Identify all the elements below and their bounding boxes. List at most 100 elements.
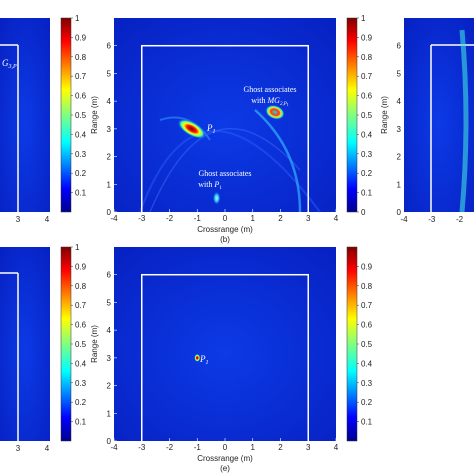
colorbar-d-tick-label: 0.9 <box>75 262 87 271</box>
panel-c: 0 1 2 3 4 5 6 -4 -3 -2 Range (m) <box>380 18 474 224</box>
panel-b-colorbar: 0 0.1 0.2 0.3 0.4 0.5 0.6 0.7 0.8 0.9 1 <box>346 14 373 217</box>
panel-c-xtick-label: -3 <box>428 215 436 224</box>
panel-e-xtick-label: 4 <box>334 443 339 452</box>
panel-e-xtick-label: -4 <box>110 443 118 452</box>
panel-e-ytick-label: 5 <box>107 298 112 307</box>
colorbar-a-tick-label: 0.6 <box>75 92 87 101</box>
panel-b-annotation-ghost-line2: with P1 <box>198 180 222 191</box>
panel-e-ytick-label: 0 <box>107 437 112 446</box>
panel-c-ytick-label: 0 <box>397 208 402 217</box>
panel-c-glow <box>459 29 469 213</box>
colorbar-b-tick-label: 1 <box>361 14 366 23</box>
panel-e-xtick-label: -3 <box>138 443 146 452</box>
colorbar-d-tick-label: 0.4 <box>75 359 87 368</box>
panel-e-colorbar: 0.1 0.2 0.3 0.4 0.5 0.6 0.7 0.8 0.9 <box>346 246 373 442</box>
colorbar-e-tick-label: 0.5 <box>361 340 373 349</box>
panel-c-ytick-label: 5 <box>397 69 402 78</box>
panel-b-ytick-label: 3 <box>107 125 112 134</box>
colorbar-e <box>346 246 358 442</box>
panel-b: P1 Ghost associates with MG2,P1 Ghost as… <box>90 14 373 244</box>
panel-b-hotspot-mg <box>265 104 285 120</box>
panel-c-ytick-label: 6 <box>397 42 402 51</box>
panel-d-heatmap <box>0 247 50 441</box>
panel-b-hotspot-p1 <box>177 118 206 139</box>
panel-b-room-boundary <box>141 44 309 214</box>
panel-b-ytick-label: 1 <box>107 180 112 189</box>
panel-e-xtick-label: -1 <box>194 443 202 452</box>
panel-b-hotspot-ghost <box>212 191 221 206</box>
colorbar-b-tick-label: 0.9 <box>361 33 373 42</box>
panel-a: G3,P1 3 4 0.10.20.30.40.50.60.70.80.91 <box>0 14 87 224</box>
panel-b-xtick-label: -1 <box>194 214 202 223</box>
panel-b-xtick-label: 2 <box>278 214 283 223</box>
panel-b-annotation-p1: P1 <box>206 123 216 135</box>
colorbar-e-tick-label: 0.3 <box>361 379 373 388</box>
colorbar-a-tick-label: 0.9 <box>75 33 87 42</box>
panel-a-heatmap <box>0 18 50 212</box>
panel-b-caption: (b) <box>220 235 230 244</box>
panel-b-ytick-label: 6 <box>107 42 112 51</box>
panel-e-caption: (e) <box>220 464 230 473</box>
colorbar-a-tick-label: 0.8 <box>75 53 87 62</box>
panel-e: P1 -4 -3 -2 -1 0 1 2 3 4 0 1 2 3 4 5 6 Crossrange (m) R… <box>90 246 373 473</box>
panel-b-xtick-label: -4 <box>110 214 118 223</box>
colorbar-d-tick-label: 0.3 <box>75 379 87 388</box>
colorbar-b-tick-label: 0.5 <box>361 111 373 120</box>
colorbar-e-tick-label: 0.1 <box>361 418 373 427</box>
panel-b-xlabel: Crossrange (m) <box>197 225 253 234</box>
panel-b-arc <box>139 130 321 213</box>
panel-c-xtick-label: -2 <box>456 215 464 224</box>
colorbar-b-tick-label: 0.3 <box>361 150 373 159</box>
colorbar-b <box>346 17 358 213</box>
panel-b-ytick-label: 2 <box>107 153 112 162</box>
panel-b-ytick-label: 0 <box>107 208 112 217</box>
colorbar-a-tick-label: 0.4 <box>75 130 87 139</box>
panel-b-xtick-label: 0 <box>223 214 228 223</box>
colorbar-a-tick-label: 0.1 <box>75 189 87 198</box>
panel-c-ytick-label: 3 <box>397 125 402 134</box>
xtick-d-4: 4 <box>45 444 50 453</box>
colorbar-b-tick-label: 0.8 <box>361 53 373 62</box>
panel-c-ytick-label: 2 <box>397 153 402 162</box>
panel-e-xlabel: Crossrange (m) <box>197 454 253 463</box>
panel-c-ytick-label: 1 <box>397 180 402 189</box>
panel-b-arc <box>254 109 302 213</box>
colorbar-b-tick-label: 0.4 <box>361 130 373 139</box>
panel-b-annotation-ghost: Ghost associates <box>198 169 251 178</box>
colorbar-d-tick-label: 0.6 <box>75 321 87 330</box>
panel-d-colorbar: 0.1 0.2 0.3 0.4 0.5 0.6 0.7 0.8 0.9 1 <box>60 243 87 442</box>
colorbar-d-tick-label: 0.1 <box>75 418 87 427</box>
colorbar-d-tick-label: 0.7 <box>75 301 87 310</box>
panel-e-xtick-label: 0 <box>223 443 228 452</box>
panel-e-hotspot-p1 <box>194 353 201 362</box>
colorbar-d-tick-label: 0.5 <box>75 340 87 349</box>
colorbar-e-tick-label: 0.9 <box>361 262 373 271</box>
panel-e-ytick-label: 1 <box>107 409 112 418</box>
colorbar-d-tick-label: 0.8 <box>75 282 87 291</box>
colorbar-d-tick-label: 1 <box>75 243 80 252</box>
colorbar-a-tick-label: 0.5 <box>75 111 87 120</box>
panel-e-ytick-label: 2 <box>107 382 112 391</box>
panel-d: 3 4 0.1 0.2 0.3 0.4 0.5 0.6 0.7 0.8 0.9 1 <box>0 243 87 453</box>
panel-c-xtick-label: -4 <box>400 215 408 224</box>
colorbar-e-tick-label: 0.2 <box>361 398 373 407</box>
panel-e-heatmap <box>114 247 336 441</box>
colorbar-d-tick-label: 0.2 <box>75 398 87 407</box>
panel-b-ylabel: Range (m) <box>90 96 99 134</box>
colorbar-a-tick-label: 0.3 <box>75 150 87 159</box>
colorbar-b-tick-label: 0.7 <box>361 72 373 81</box>
colorbar-a <box>60 17 72 213</box>
panel-e-xtick-label: -2 <box>166 443 174 452</box>
colorbar-b-tick-label: 0.1 <box>361 189 373 198</box>
panel-c-ylabel: Range (m) <box>380 96 389 134</box>
panel-e-xtick-label: 2 <box>278 443 283 452</box>
colorbar-a-tick-label: 0.2 <box>75 169 87 178</box>
panel-c-ytick-label: 4 <box>397 97 402 106</box>
colorbar-e-tick-label: 0.4 <box>361 359 373 368</box>
panel-b-annotation-mg: Ghost associates <box>243 85 296 94</box>
panel-b-heatmap <box>114 18 336 212</box>
xtick-a-4: 4 <box>45 215 50 224</box>
panel-b-xtick-label: -2 <box>166 214 174 223</box>
panel-e-ylabel: Range (m) <box>90 325 99 363</box>
